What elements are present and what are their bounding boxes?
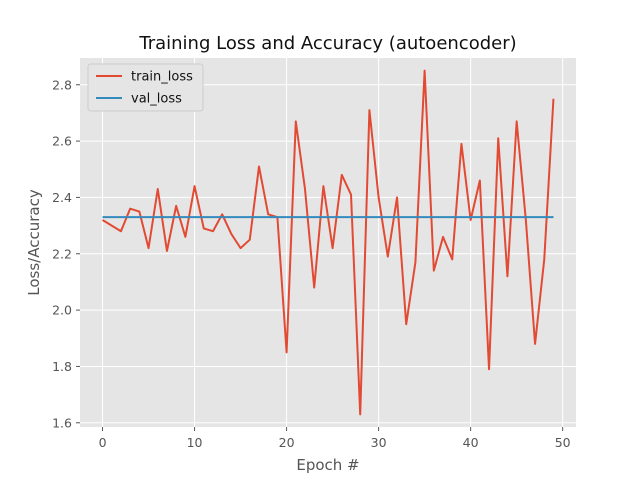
legend-label: val_loss — [131, 92, 182, 107]
x-tick-label: 30 — [371, 435, 387, 450]
x-axis-label: Epoch # — [296, 456, 359, 474]
chart-title: Training Loss and Accuracy (autoencoder) — [138, 33, 516, 54]
series-lines — [102, 69, 555, 416]
y-tick-label: 2.2 — [52, 246, 72, 261]
y-tick-label: 1.8 — [52, 359, 72, 374]
x-tick-label: 50 — [555, 435, 571, 450]
x-tick-label: 10 — [187, 435, 203, 450]
x-tick-label: 40 — [463, 435, 479, 450]
y-tick-label: 2.6 — [52, 134, 72, 149]
y-tick-label: 2.0 — [52, 303, 72, 318]
y-axis-ticks: 1.6 1.8 2.0 2.2 2.4 2.6 2.8 — [52, 77, 80, 430]
legend: train_loss val_loss — [87, 63, 204, 112]
x-tick-label: 0 — [99, 435, 107, 450]
x-axis-ticks: 0 10 20 30 40 50 — [99, 427, 571, 450]
legend-label: train_loss — [131, 70, 193, 85]
y-tick-label: 2.8 — [52, 77, 72, 92]
y-tick-label: 2.4 — [52, 190, 72, 205]
plot-area — [80, 58, 576, 427]
x-tick-label: 20 — [279, 435, 295, 450]
y-axis-label: Loss/Accuracy — [25, 189, 43, 296]
y-tick-label: 1.6 — [52, 415, 72, 430]
